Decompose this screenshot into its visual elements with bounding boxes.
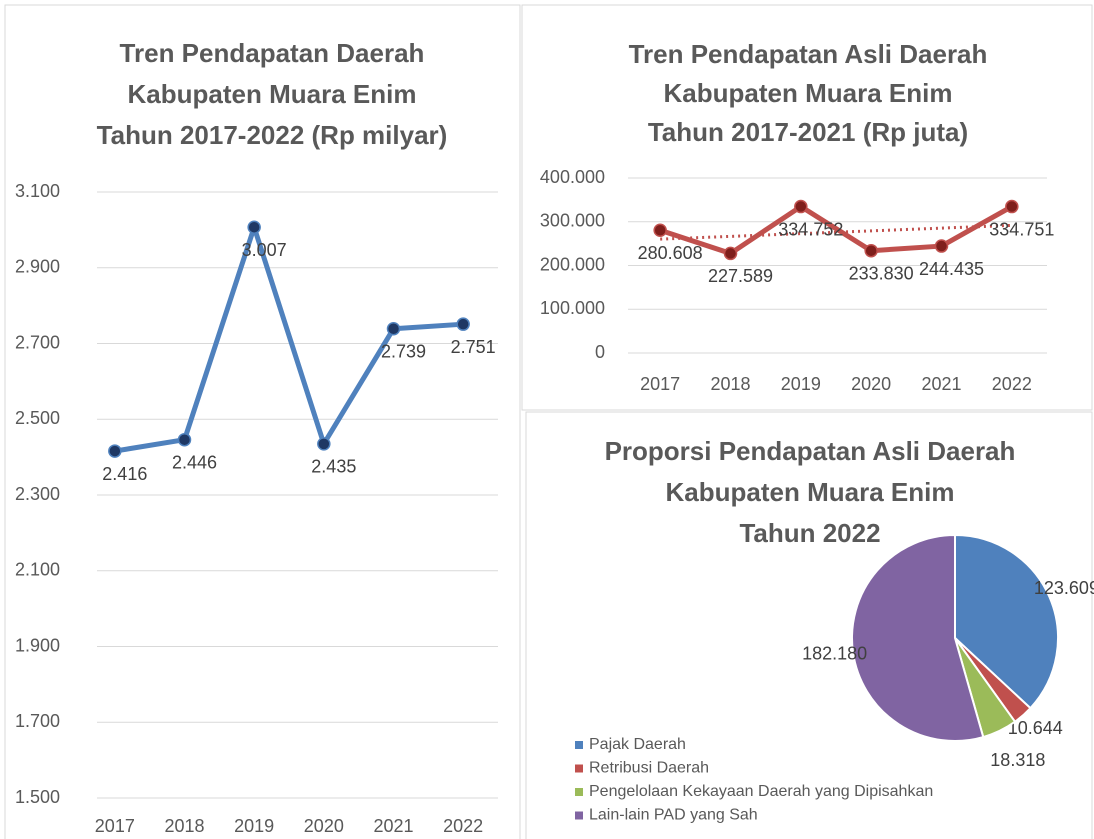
- data-label: 244.435: [919, 259, 984, 279]
- data-label: 280.608: [638, 243, 703, 263]
- chart-title: Kabupaten Muara Enim: [666, 477, 955, 507]
- y-tick-label: 1.900: [15, 635, 60, 655]
- y-tick-label: 1.500: [15, 787, 60, 807]
- data-label: 233.830: [849, 263, 914, 283]
- legend-label: Retribusi Daerah: [589, 760, 709, 777]
- data-label: 2.416: [102, 464, 147, 484]
- y-tick-label: 0: [595, 342, 605, 362]
- chart-title: Tahun 2022: [739, 518, 880, 548]
- marker: [1005, 199, 1019, 214]
- pie-slice: [851, 533, 985, 742]
- marker: [794, 199, 808, 214]
- marker: [723, 246, 738, 261]
- data-label: 182.180: [802, 644, 867, 664]
- y-tick-label: 2.500: [15, 408, 60, 428]
- y-tick-label: 3.100: [15, 181, 60, 201]
- pie-slice: [954, 533, 1059, 710]
- trendline: [660, 223, 1012, 241]
- legend-label: Pengelolaan Kekayaan Daerah yang Dipisah…: [589, 783, 933, 800]
- panel: [4, 4, 521, 839]
- marker: [108, 444, 122, 458]
- x-tick-label: 2017: [640, 374, 680, 394]
- chart-title: Tahun 2017-2021 (Rp juta): [648, 117, 968, 147]
- chart-title: Kabupaten Muara Enim: [664, 78, 953, 108]
- legend-label: Pajak Daerah: [589, 736, 686, 753]
- y-tick-label: 100.000: [540, 298, 605, 318]
- x-tick-label: 2018: [164, 816, 204, 836]
- legend-swatch: [575, 788, 583, 796]
- chart-title: Tren Pendapatan Asli Daerah: [629, 39, 988, 69]
- y-tick-label: 200.000: [540, 254, 605, 274]
- data-label: 227.589: [708, 266, 773, 286]
- data-label: 2.751: [451, 337, 496, 357]
- line: [114, 224, 464, 454]
- y-tick-label: 2.700: [15, 332, 60, 352]
- marker: [386, 321, 401, 336]
- y-tick-label: 2.900: [15, 257, 60, 277]
- data-label: 3.007: [242, 240, 287, 260]
- data-label: 2.739: [381, 341, 426, 361]
- data-label: 334.752: [778, 219, 843, 239]
- legend-label: Lain-lain PAD yang Sah: [589, 807, 758, 824]
- y-tick-label: 400.000: [540, 167, 605, 187]
- chart-title: Kabupaten Muara Enim: [128, 79, 417, 109]
- x-tick-label: 2020: [851, 374, 891, 394]
- x-tick-label: 2018: [710, 374, 750, 394]
- panel: [521, 4, 1093, 411]
- legend-swatch: [575, 764, 583, 773]
- line: [659, 204, 1014, 256]
- marker: [317, 437, 331, 451]
- x-tick-label: 2017: [95, 816, 135, 836]
- data-label: 18.318: [990, 750, 1045, 770]
- marker: [177, 432, 192, 447]
- marker: [864, 243, 878, 258]
- data-label: 10.644: [1008, 718, 1063, 738]
- marker: [247, 220, 261, 234]
- y-tick-label: 1.700: [15, 711, 60, 731]
- x-tick-label: 2020: [304, 816, 344, 836]
- panel: [525, 411, 1093, 839]
- legend-swatch: [575, 811, 583, 820]
- x-tick-label: 2021: [373, 816, 413, 836]
- chart-title: Proporsi Pendapatan Asli Daerah: [605, 436, 1016, 466]
- data-label: 123.609: [1034, 578, 1094, 598]
- x-tick-label: 2022: [443, 816, 483, 836]
- data-label: 2.435: [311, 457, 356, 477]
- y-tick-label: 2.100: [15, 560, 60, 580]
- marker: [456, 317, 470, 331]
- y-tick-label: 300.000: [540, 211, 605, 231]
- x-tick-label: 2021: [921, 374, 961, 394]
- x-tick-label: 2019: [781, 374, 821, 394]
- data-label: 2.446: [172, 452, 217, 472]
- y-tick-label: 2.300: [15, 484, 60, 504]
- chart-title: Tahun 2017-2022 (Rp milyar): [97, 120, 448, 150]
- marker: [934, 239, 949, 253]
- marker: [653, 223, 667, 237]
- chart-title: Tren Pendapatan Daerah: [120, 38, 425, 68]
- legend-swatch: [575, 741, 583, 749]
- x-tick-label: 2022: [992, 374, 1032, 394]
- x-tick-label: 2019: [234, 816, 274, 836]
- data-label: 334.751: [989, 219, 1054, 239]
